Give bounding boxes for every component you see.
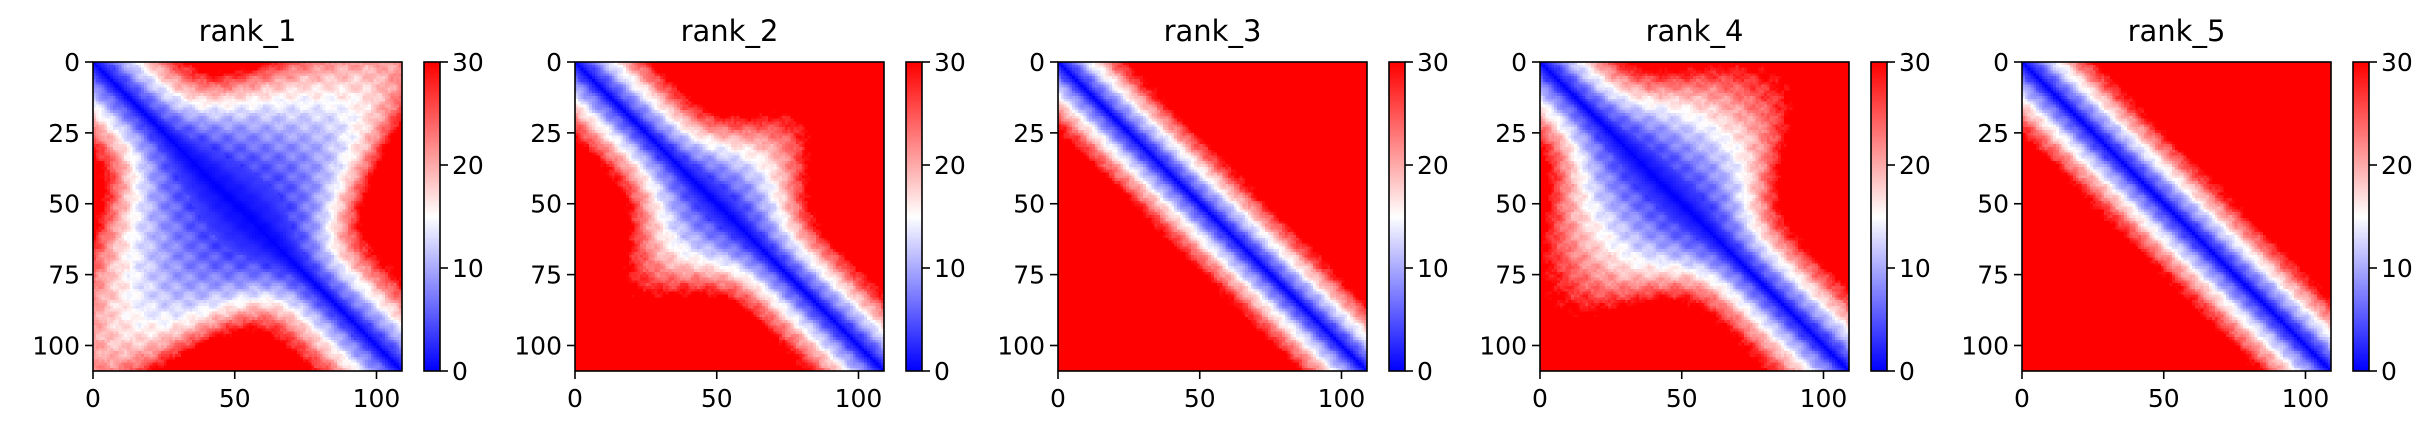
y-tick-label: 75 xyxy=(1013,261,1045,290)
y-tick-label: 75 xyxy=(530,261,562,290)
x-tick-label: 100 xyxy=(353,384,401,413)
y-tick-label: 0 xyxy=(546,48,562,77)
chart-title: rank_3 xyxy=(1163,14,1262,48)
x-tick-label: 100 xyxy=(1800,384,1848,413)
y-tick-label: 100 xyxy=(997,331,1045,360)
colorbar-gradient xyxy=(2353,62,2369,371)
colorbar-tick-label: 30 xyxy=(934,48,966,77)
x-tick-label: 100 xyxy=(2282,384,2330,413)
colorbar-tick-label: 10 xyxy=(2381,254,2413,283)
colorbar-tick-label: 20 xyxy=(2381,151,2413,180)
axes-frame xyxy=(92,61,403,372)
colorbar-frame xyxy=(2352,61,2370,372)
axes-frame xyxy=(2021,61,2332,372)
heatmap-image xyxy=(2022,62,2331,371)
colorbar-axis: 0 10 20 30 xyxy=(2352,48,2413,386)
y-tick-label: 100 xyxy=(1961,331,2009,360)
colorbar-tick-label: 20 xyxy=(452,151,484,180)
colorbar-tick-label: 20 xyxy=(1899,151,1931,180)
colorbar-tick-label: 0 xyxy=(452,357,468,386)
y-tick-label: 0 xyxy=(1029,48,1045,77)
colorbar-gradient xyxy=(1389,62,1405,371)
y-tick-label: 50 xyxy=(48,190,80,219)
colorbar-tick-label: 30 xyxy=(1899,48,1931,77)
x-tick-label: 100 xyxy=(1318,384,1366,413)
colorbar-frame xyxy=(1388,61,1406,372)
colorbar-axis: 0 10 20 30 xyxy=(905,48,966,386)
x-tick-label: 0 xyxy=(2014,384,2030,413)
colorbar-frame xyxy=(423,61,441,372)
colorbar-frame xyxy=(1870,61,1888,372)
axes-frame xyxy=(1057,61,1368,372)
chart-title: rank_4 xyxy=(1645,14,1744,48)
colorbar-tick-label: 30 xyxy=(2381,48,2413,77)
chart-title: rank_5 xyxy=(2127,14,2226,48)
x-tick-label: 0 xyxy=(1050,384,1066,413)
y-tick-label: 25 xyxy=(1495,119,1527,148)
y-tick-label: 25 xyxy=(1977,119,2009,148)
y-tick-label: 0 xyxy=(1511,48,1527,77)
x-tick-label: 50 xyxy=(701,384,733,413)
colorbar-tick-label: 0 xyxy=(2381,357,2397,386)
heatmap-image xyxy=(93,62,402,371)
y-tick-label: 50 xyxy=(1977,190,2009,219)
y-tick-label: 25 xyxy=(48,119,80,148)
colorbar-tick-label: 0 xyxy=(1899,357,1915,386)
heatmap-image xyxy=(1058,62,1367,371)
y-tick-label: 25 xyxy=(1013,119,1045,148)
heatmap-image xyxy=(575,62,884,371)
colorbar-tick-label: 20 xyxy=(934,151,966,180)
x-tick-label: 100 xyxy=(835,384,883,413)
y-tick-label: 50 xyxy=(530,190,562,219)
y-tick-label: 75 xyxy=(1977,261,2009,290)
y-tick-label: 100 xyxy=(1479,331,1527,360)
y-tick-label: 100 xyxy=(514,331,562,360)
x-tick-label: 50 xyxy=(1184,384,1216,413)
x-tick-label: 0 xyxy=(567,384,583,413)
y-tick-label: 0 xyxy=(1993,48,2009,77)
y-tick-label: 100 xyxy=(32,331,80,360)
x-tick-label: 50 xyxy=(219,384,251,413)
y-tick-label: 75 xyxy=(48,261,80,290)
colorbar-tick-label: 10 xyxy=(452,254,484,283)
chart-title: rank_2 xyxy=(680,14,779,48)
colorbar-tick-label: 30 xyxy=(452,48,484,77)
colorbar-tick-label: 20 xyxy=(1417,151,1449,180)
colorbar-axis: 0 10 20 30 xyxy=(1388,48,1449,386)
colorbar-tick-label: 30 xyxy=(1417,48,1449,77)
x-tick-label: 0 xyxy=(1532,384,1548,413)
axes-frame xyxy=(1539,61,1850,372)
colorbar-gradient xyxy=(906,62,922,371)
x-tick-label: 0 xyxy=(85,384,101,413)
colorbar-gradient xyxy=(424,62,440,371)
y-tick-label: 0 xyxy=(64,48,80,77)
y-tick-label: 50 xyxy=(1013,190,1045,219)
x-tick-label: 50 xyxy=(1666,384,1698,413)
colorbar-gradient xyxy=(1871,62,1887,371)
colorbar-tick-label: 10 xyxy=(1899,254,1931,283)
colorbar-tick-label: 0 xyxy=(1417,357,1433,386)
y-tick-label: 50 xyxy=(1495,190,1527,219)
colorbar-tick-label: 10 xyxy=(934,254,966,283)
chart-title: rank_1 xyxy=(198,14,297,48)
colorbar-axis: 0 10 20 30 xyxy=(1870,48,1931,386)
axes-frame xyxy=(574,61,885,372)
colorbar-axis: 0 10 20 30 xyxy=(423,48,484,386)
y-tick-label: 25 xyxy=(530,119,562,148)
colorbar-frame xyxy=(905,61,923,372)
x-tick-label: 50 xyxy=(2148,384,2180,413)
colorbar-tick-label: 0 xyxy=(934,357,950,386)
heatmap-image xyxy=(1540,62,1849,371)
colorbar-tick-label: 10 xyxy=(1417,254,1449,283)
y-tick-label: 75 xyxy=(1495,261,1527,290)
